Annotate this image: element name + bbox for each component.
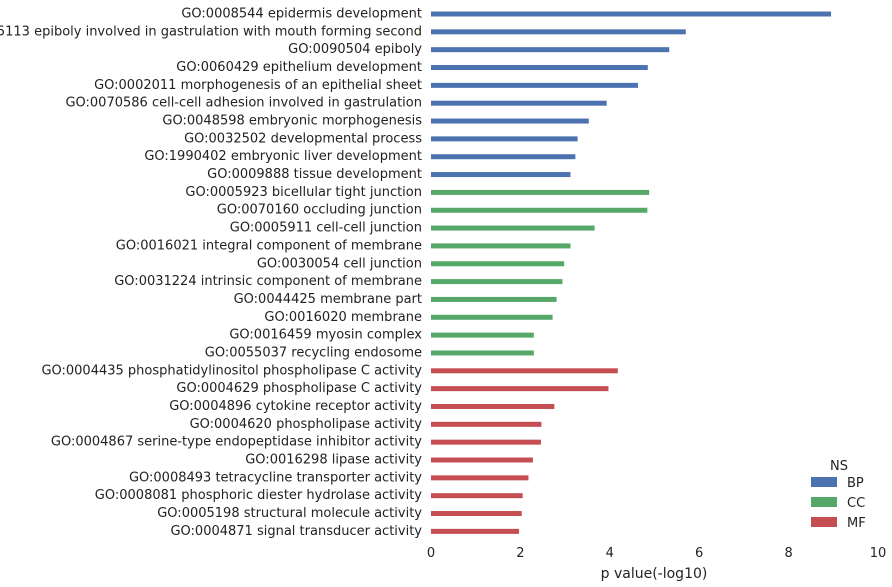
category-label: GO:1990402 embryonic liver development xyxy=(144,149,422,164)
category-label: GO:0060429 epithelium development xyxy=(176,60,422,75)
bar-bp xyxy=(431,100,607,106)
legend-swatch-mf xyxy=(811,517,837,527)
bar-mf xyxy=(431,439,541,445)
bar-cc xyxy=(431,189,650,195)
x-tick-label: 2 xyxy=(516,546,524,561)
bar-cc xyxy=(431,314,553,320)
category-label: GO:0030054 cell junction xyxy=(257,256,422,271)
legend-swatch-bp xyxy=(811,477,837,487)
bar-mf xyxy=(431,457,533,463)
legend-label: BP xyxy=(847,476,864,491)
legend-label: CC xyxy=(847,496,865,511)
category-label: GO:0090504 epiboly xyxy=(288,42,422,57)
bar-mf xyxy=(431,421,542,427)
category-label: GO:0048598 embryonic morphogenesis xyxy=(162,114,422,129)
bar-mf xyxy=(431,475,529,481)
category-label: GO:0005198 structural molecule activity xyxy=(157,506,422,521)
category-label: GO:0005923 bicellular tight junction xyxy=(185,185,422,200)
category-label: GO:0004871 signal transducer activity xyxy=(170,524,422,539)
bar-bp xyxy=(431,118,589,124)
bar-cc xyxy=(431,350,534,356)
bar-mf xyxy=(431,493,523,499)
category-label: GO:0004435 phosphatidylinositol phosphol… xyxy=(41,363,422,378)
bars xyxy=(431,11,832,534)
bar-cc xyxy=(431,207,648,213)
bar-bp xyxy=(431,172,571,178)
category-label: GO:0031224 intrinsic component of membra… xyxy=(114,274,422,289)
category-label: GO:0004867 serine-type endopeptidase inh… xyxy=(51,435,422,450)
bar-mf xyxy=(431,368,618,374)
category-label: GO:0070160 occluding junction xyxy=(217,203,422,218)
bar-bp xyxy=(431,82,638,88)
bar-mf xyxy=(431,386,609,392)
category-label: GO:0016021 integral component of membran… xyxy=(116,238,422,253)
category-label: GO:0044425 membrane part xyxy=(234,292,422,307)
category-label: GO:0004896 cytokine receptor activity xyxy=(169,399,422,414)
x-tick-label: 6 xyxy=(695,546,703,561)
category-label: GO:0008493 tetracycline transporter acti… xyxy=(129,470,422,485)
bar-bp xyxy=(431,29,686,35)
category-labels: GO:0008544 epidermis development GO:00551… xyxy=(0,7,422,539)
category-label: GO:0008081 phosphoric diester hydrolase … xyxy=(95,488,422,503)
bar-bp xyxy=(431,11,832,17)
category-label: GO:0009888 tissue development xyxy=(207,167,422,182)
bar-bp xyxy=(431,136,578,142)
bar-cc xyxy=(431,261,565,267)
x-axis-ticks: 0 2 4 6 8 10 xyxy=(427,546,886,561)
legend: NS BP CC MF xyxy=(811,459,866,531)
category-label: GO:0004629 phospholipase C activity xyxy=(176,381,422,396)
category-label: GO:0032502 developmental process xyxy=(184,131,422,146)
bar-cc xyxy=(431,243,571,249)
legend-label: MF xyxy=(847,516,866,531)
x-tick-label: 4 xyxy=(606,546,614,561)
legend-title: NS xyxy=(830,459,848,474)
category-label: GO:0070586 cell-cell adhesion involved i… xyxy=(65,96,422,111)
category-label: GO:0008544 epidermis development xyxy=(181,7,422,22)
x-axis-title: p value(-log10) xyxy=(601,566,708,582)
bar-mf xyxy=(431,403,555,409)
category-label: GO:0016020 membrane xyxy=(264,310,422,325)
category-label: GO:0005911 cell-cell junction xyxy=(230,221,422,236)
category-label: GO:0055037 recycling endosome xyxy=(205,345,422,360)
bar-mf xyxy=(431,511,522,517)
bar-cc xyxy=(431,225,595,231)
x-tick-label: 8 xyxy=(784,546,792,561)
bar-bp xyxy=(431,65,648,71)
bar-cc xyxy=(431,296,557,302)
category-label: GO:0016459 myosin complex xyxy=(229,328,422,343)
legend-swatch-cc xyxy=(811,497,837,507)
bar-bp xyxy=(431,154,576,160)
category-label: GO:0002011 morphogenesis of an epithelia… xyxy=(94,78,422,93)
x-tick-label: 0 xyxy=(427,546,435,561)
x-tick-label: 10 xyxy=(870,546,887,561)
bar-cc xyxy=(431,332,534,338)
bar-bp xyxy=(431,47,670,53)
category-label: GO:0016298 lipase activity xyxy=(245,453,422,468)
bar-mf xyxy=(431,528,520,534)
bar-cc xyxy=(431,279,563,285)
category-label: GO:0055113 epiboly involved in gastrulat… xyxy=(0,24,422,39)
category-label: GO:0004620 phospholipase activity xyxy=(190,417,423,432)
